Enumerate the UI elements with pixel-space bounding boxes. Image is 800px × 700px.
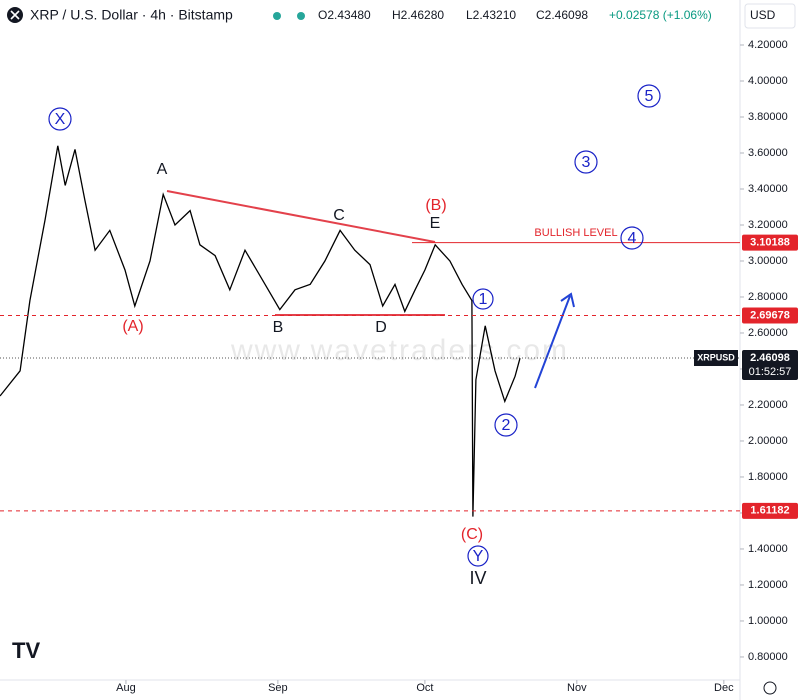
countdown: 01:52:57 (749, 366, 792, 378)
ohlc-low: L2.43210 (466, 8, 516, 22)
arrow (534, 295, 571, 389)
symbol: XRP / U.S. Dollar · 4h · Bitstamp (30, 7, 233, 23)
wave-label: 5 (645, 88, 654, 105)
x-tick-label: Oct (416, 682, 433, 694)
symbol-icon-x (10, 10, 20, 20)
y-tick-label: 3.00000 (748, 255, 788, 267)
wave-circle (494, 413, 518, 437)
wave-circle (574, 150, 598, 174)
wave-label: (C) (461, 526, 483, 543)
y-tick-label: 3.80000 (748, 111, 788, 123)
y-tick-label: 4.20000 (748, 39, 788, 51)
y-tick-label: 0.80000 (748, 651, 788, 663)
ohlc-close: C2.46098 (536, 8, 588, 22)
y-tick-label: 4.00000 (748, 75, 788, 87)
wave-circle (472, 288, 494, 310)
level-label: 2.69678 (750, 309, 790, 321)
x-tick-label: Dec (714, 682, 734, 694)
dot (273, 12, 281, 20)
level-note: BULLISH LEVEL (534, 227, 617, 239)
symbol-tag-label: XRPUSD (697, 352, 735, 362)
y-tick-label: 3.60000 (748, 147, 788, 159)
x-tick-label: Nov (567, 682, 587, 694)
wave-circle (467, 545, 489, 567)
wave-label: 3 (582, 154, 591, 171)
currency[interactable]: USD (750, 8, 776, 22)
wave-label: X (55, 111, 66, 128)
y-tick-label: 1.40000 (748, 543, 788, 555)
y-tick-label: 2.60000 (748, 327, 788, 339)
dot (297, 12, 305, 20)
level-label: 1.61182 (750, 505, 789, 517)
level-label: 3.10188 (750, 237, 790, 249)
y-tick-label: 3.40000 (748, 183, 788, 195)
y-tick-label: 2.00000 (748, 435, 788, 447)
wave-label: 1 (479, 291, 488, 308)
x-tick-label: Sep (268, 682, 288, 694)
wave-label: 4 (628, 230, 637, 247)
wave-label: B (273, 319, 284, 336)
y-tick-label: 1.80000 (748, 471, 788, 483)
wave-label: A (157, 161, 168, 178)
y-tick-label: 1.20000 (748, 579, 788, 591)
wave-label: Y (473, 548, 484, 565)
level-tag (742, 307, 798, 324)
wave-label: D (375, 319, 387, 336)
trend-line (166, 190, 436, 243)
wave-label: (A) (122, 318, 143, 335)
wave-label: E (430, 215, 441, 232)
level-tag (742, 502, 798, 519)
y-tick-label: 1.00000 (748, 615, 788, 627)
ohlc-change: +0.02578 (+1.06%) (609, 8, 712, 22)
y-tick-label: 2.80000 (748, 291, 788, 303)
level-tag (742, 234, 798, 251)
wave-label: 2 (502, 417, 511, 434)
ohlc-high: H2.46280 (392, 8, 444, 22)
wave-circle (48, 107, 72, 131)
ohlc-open: O2.43480 (318, 8, 371, 22)
wave-circle (620, 226, 644, 250)
y-tick-label: 3.20000 (748, 219, 788, 231)
arrow-head (560, 292, 575, 308)
currency-button[interactable] (744, 3, 796, 29)
last-price-tag (742, 350, 798, 381)
logo: TV (12, 638, 40, 663)
last-price-label: 2.46098 (750, 352, 790, 364)
y-tick-label: 2.20000 (748, 399, 788, 411)
symbol-tag (694, 350, 738, 367)
wave-label: (B) (425, 197, 446, 214)
settings-icon[interactable] (763, 681, 777, 695)
wave-circle (637, 84, 661, 108)
price-line (0, 145, 521, 517)
wave-label: IV (469, 568, 486, 588)
watermark: www.wavetraders.com (230, 334, 569, 367)
wave-label: C (333, 207, 345, 224)
x-tick-label: Aug (116, 682, 136, 694)
